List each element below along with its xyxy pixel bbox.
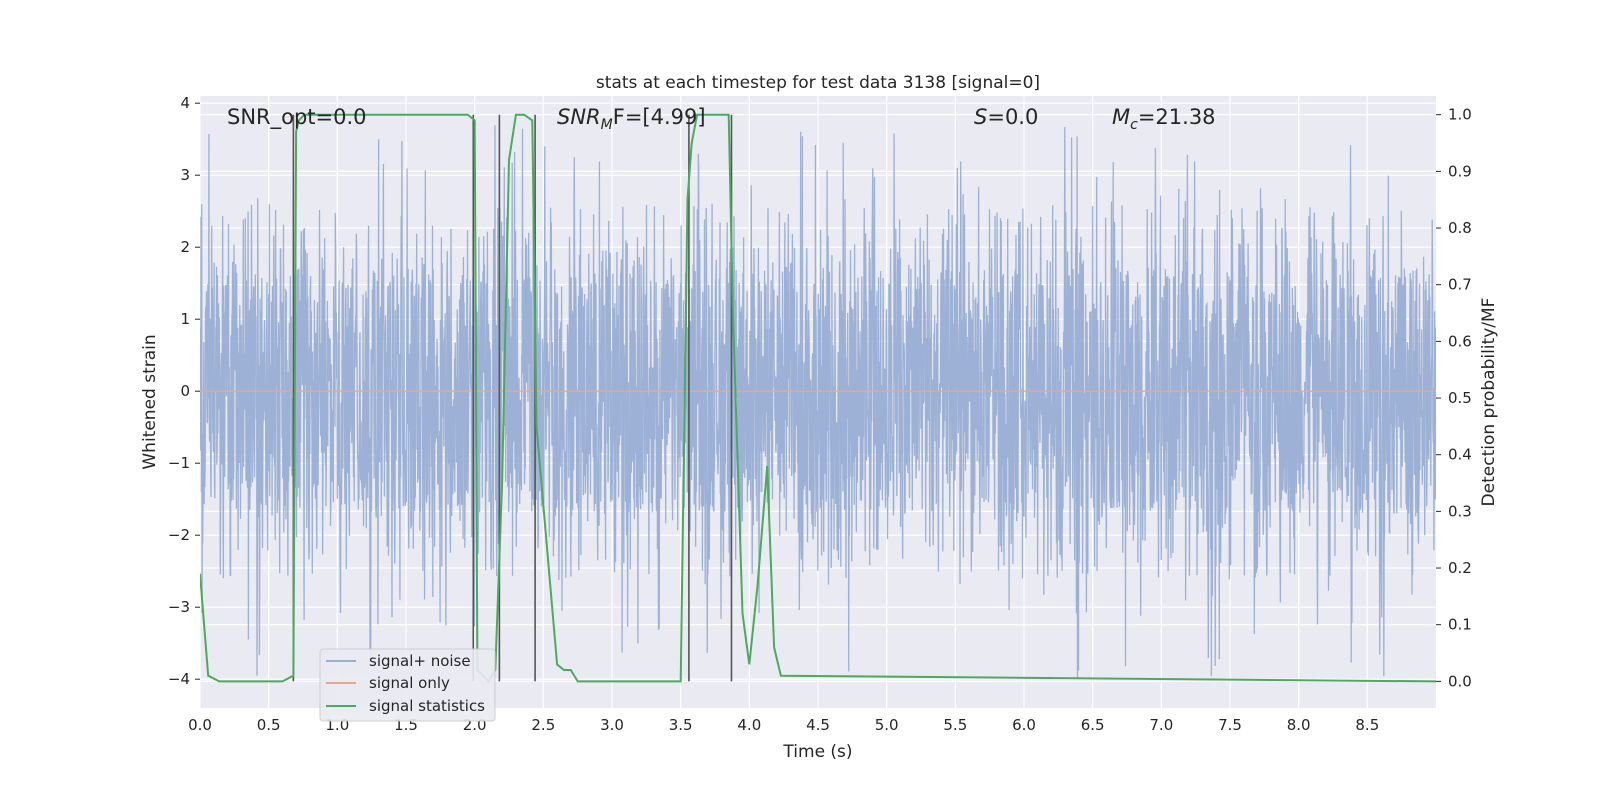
y-right-tick-label: 0.8 xyxy=(1448,219,1472,237)
y-left-tick-label: 0 xyxy=(180,382,190,400)
annotation-snr-mf-sub: M xyxy=(601,117,613,133)
y-right-tick-label: 0.0 xyxy=(1448,672,1472,690)
x-tick-label: 5.0 xyxy=(875,716,899,734)
x-tick-label: 7.0 xyxy=(1149,716,1173,734)
y-left-tick-label: −3 xyxy=(168,598,190,616)
x-tick-label: 5.5 xyxy=(943,716,967,734)
annotation-mc-label: M xyxy=(1112,105,1130,129)
legend-label-signal-statistics: signal statistics xyxy=(369,697,485,715)
annotation-s: S=0.0 xyxy=(974,105,1038,129)
x-tick-label: 0.0 xyxy=(188,716,212,734)
x-tick-label: 7.5 xyxy=(1218,716,1242,734)
y-left-tick-label: −2 xyxy=(168,526,190,544)
y-right-tick-label: 0.2 xyxy=(1448,559,1472,577)
y-right-tick-label: 0.4 xyxy=(1448,446,1472,464)
x-axis-label: Time (s) xyxy=(782,742,852,762)
y-right-tick-label: 0.6 xyxy=(1448,332,1472,350)
y-left-tick-label: 1 xyxy=(180,310,190,328)
y-right-tick-label: 0.7 xyxy=(1448,276,1472,294)
annotation-snr-opt: SNR_opt=0.0 xyxy=(227,105,367,130)
x-tick-label: 3.5 xyxy=(669,716,693,734)
annotation-snr-mf-label: SNR xyxy=(557,105,601,129)
y-right-tick-label: 0.1 xyxy=(1448,616,1472,634)
y-left-tick-label: 2 xyxy=(180,238,190,256)
y-left-tick-label: 4 xyxy=(180,94,190,112)
x-tick-label: 4.0 xyxy=(737,716,761,734)
x-tick-label: 8.0 xyxy=(1287,716,1311,734)
legend: signal+ noise signal only signal statist… xyxy=(320,649,495,721)
x-tick-label: 3.0 xyxy=(600,716,624,734)
x-tick-label: 8.5 xyxy=(1355,716,1379,734)
y-axis-label-right: Detection probability/MF xyxy=(1479,298,1499,507)
x-tick-label: 6.5 xyxy=(1081,716,1105,734)
chart-title: stats at each timestep for test data 313… xyxy=(596,73,1040,93)
legend-label-signal-only: signal only xyxy=(369,674,450,692)
x-tick-label: 4.5 xyxy=(806,716,830,734)
annotation-s-rest: =0.0 xyxy=(987,105,1038,129)
x-tick-label: 0.5 xyxy=(257,716,281,734)
y-right-tick-label: 0.5 xyxy=(1448,389,1472,407)
y-left-tick-label: 3 xyxy=(180,166,190,184)
y-left-tick-label: −4 xyxy=(168,670,190,688)
annotation-snr-mf: SNRMF=[4.99] xyxy=(557,105,706,133)
y-right-tick-label: 0.3 xyxy=(1448,502,1472,520)
annotation-mc-rest: =21.38 xyxy=(1138,105,1216,129)
annotation-s-label: S xyxy=(974,105,987,129)
y-axis-label-left: Whitened strain xyxy=(140,334,160,469)
legend-label-signal-noise: signal+ noise xyxy=(369,652,471,670)
annotation-snr-mf-rest: F=[4.99] xyxy=(613,105,706,129)
y-right-tick-label: 0.9 xyxy=(1448,162,1472,180)
y-left-tick-label: −1 xyxy=(168,454,190,472)
y-right-tick-label: 1.0 xyxy=(1448,106,1472,124)
annotation-mc: Mc=21.38 xyxy=(1112,105,1216,133)
x-tick-label: 2.5 xyxy=(531,716,555,734)
x-tick-label: 6.0 xyxy=(1012,716,1036,734)
